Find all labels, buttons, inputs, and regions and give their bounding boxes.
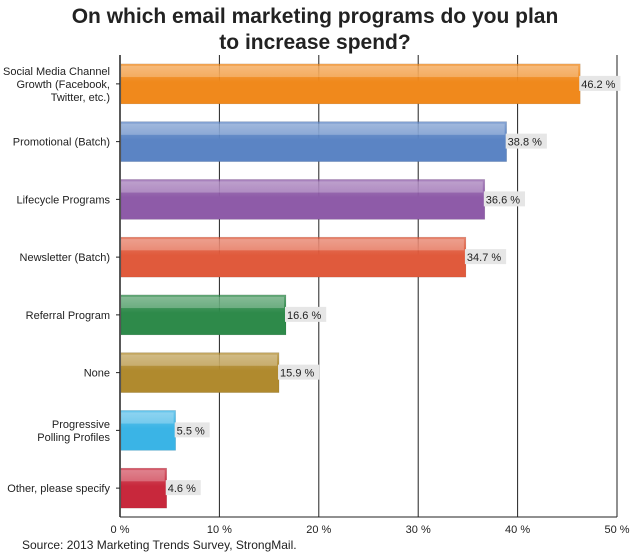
value-label-bg xyxy=(464,249,507,265)
value-label: 34.7 % xyxy=(467,252,501,264)
value-label-bg xyxy=(483,191,526,207)
value-label: 4.6 % xyxy=(168,483,196,495)
bar-highlight xyxy=(121,65,579,78)
category-label-line: Polling Profiles xyxy=(37,432,110,444)
category-label: Lifecycle Programs xyxy=(16,194,110,206)
bar-highlight xyxy=(121,239,464,251)
chart-title-line-1: On which email marketing programs do you… xyxy=(71,5,559,28)
value-label-bg xyxy=(505,133,547,149)
value-label: 16.6 % xyxy=(287,310,321,322)
value-label-bg xyxy=(579,75,621,91)
bar xyxy=(120,63,581,105)
value-label-bg xyxy=(165,480,201,496)
category-label-line: Growth (Facebook, xyxy=(16,79,110,91)
bar-highlight xyxy=(121,470,165,482)
value-label: 5.5 % xyxy=(177,425,205,437)
value-label: 38.8 % xyxy=(508,137,542,149)
category-label-line: Lifecycle Programs xyxy=(16,194,110,206)
category-label: None xyxy=(84,368,110,380)
chart-title-line-2: to increase spend? xyxy=(219,31,411,54)
category-label: Social Media Channel Growth (Facebook, Twi… xyxy=(3,66,110,104)
bar xyxy=(120,294,287,336)
chart-title: On which email marketing programs do you… xyxy=(0,4,630,56)
x-tick-label: 30 % xyxy=(406,524,431,536)
bar-highlight xyxy=(121,123,505,135)
category-label: Progressive Polling Profiles xyxy=(37,419,110,444)
bar xyxy=(120,410,176,451)
category-label-line: Referral Program xyxy=(26,310,110,322)
category-label: Other, please specify xyxy=(7,483,110,495)
category-label-line: Promotional (Batch) xyxy=(13,137,110,149)
category-label-line: Newsletter (Batch) xyxy=(20,252,110,264)
x-tick-label: 40 % xyxy=(505,524,530,536)
category-label-line: Twitter, etc.) xyxy=(51,92,110,104)
x-tick-label: 0 % xyxy=(111,524,130,536)
category-label: Referral Program xyxy=(26,310,110,322)
value-label: 36.6 % xyxy=(486,194,520,206)
bar xyxy=(120,352,280,393)
bar-highlight xyxy=(121,181,483,193)
x-tick-label: 10 % xyxy=(207,524,232,536)
bar-highlight xyxy=(121,296,285,309)
value-label: 15.9 % xyxy=(280,368,314,380)
value-label-bg xyxy=(285,306,327,322)
bar xyxy=(120,467,167,509)
category-label-line: None xyxy=(84,368,110,380)
x-tick-label: 20 % xyxy=(306,524,331,536)
value-label-bg xyxy=(174,422,210,438)
source-note: Source: 2013 Marketing Trends Survey, St… xyxy=(22,538,297,552)
category-label: Promotional (Batch) xyxy=(13,137,110,149)
bar xyxy=(120,236,467,278)
category-label-line: Progressive xyxy=(52,419,110,431)
bar-highlight xyxy=(121,354,278,366)
x-tick-label: 50 % xyxy=(604,524,629,536)
category-label-line: Other, please specify xyxy=(7,483,110,495)
bar-highlight xyxy=(121,412,174,424)
category-label: Newsletter (Batch) xyxy=(20,252,110,264)
value-label-bg xyxy=(278,364,320,380)
category-label-line: Social Media Channel xyxy=(3,66,110,78)
value-label: 46.2 % xyxy=(581,79,615,91)
